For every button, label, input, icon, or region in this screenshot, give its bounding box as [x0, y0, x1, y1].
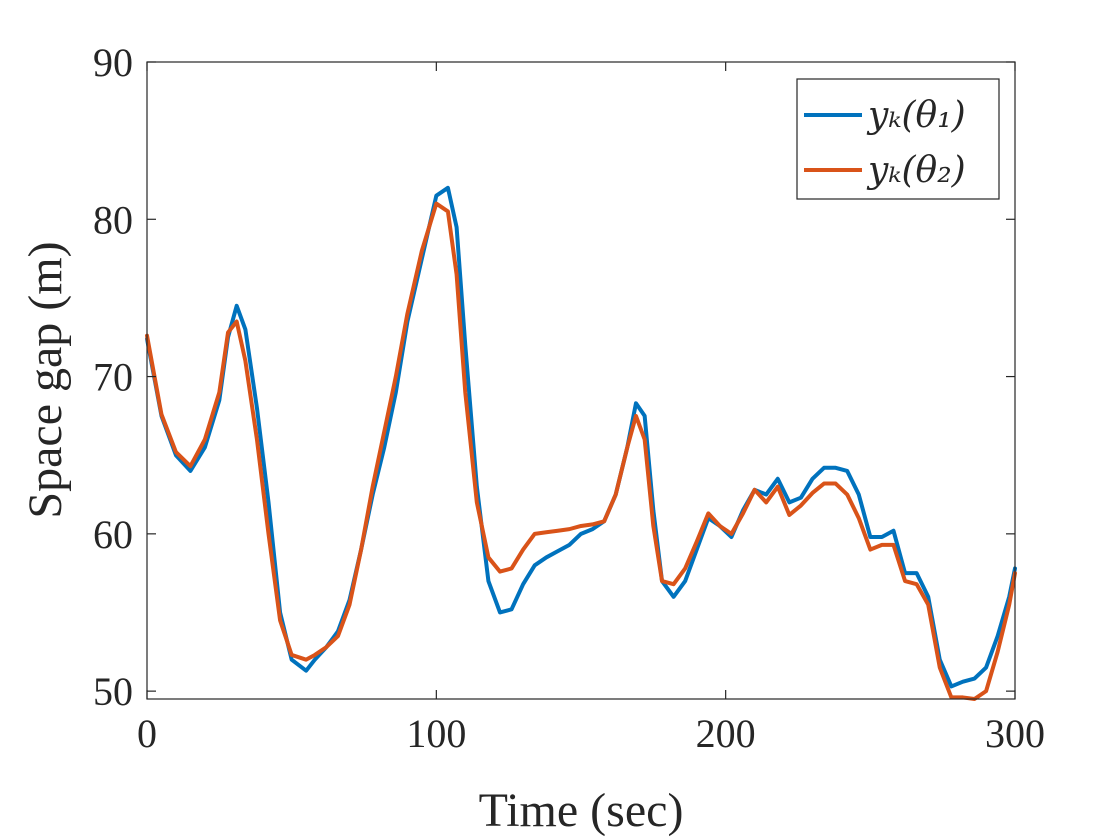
x-tick-label: 100 — [406, 711, 466, 756]
series-line-2 — [145, 201, 1017, 701]
y-tick-label: 60 — [93, 512, 133, 557]
tick-layer: 0 100 200 300 50 60 70 80 90 — [93, 40, 1045, 756]
x-tick-label: 0 — [137, 711, 157, 756]
legend-label-series-1: yₖ(θ₁) — [866, 95, 966, 136]
series-line-1 — [145, 185, 1017, 689]
x-axis-label: Time (sec) — [479, 784, 684, 837]
y-tick-label: 90 — [93, 40, 133, 85]
series-layer — [145, 185, 1017, 701]
x-tick-label: 200 — [696, 711, 756, 756]
legend-label-series-2: yₖ(θ₂) — [866, 150, 966, 191]
legend: yₖ(θ₁) yₖ(θ₂) — [796, 78, 1000, 200]
x-tick-label: 300 — [985, 711, 1045, 756]
y-tick-label: 80 — [93, 197, 133, 242]
plot-frame — [146, 61, 1016, 700]
legend-box — [796, 78, 1000, 200]
y-tick-label: 70 — [93, 355, 133, 400]
y-tick-label: 50 — [93, 669, 133, 714]
y-axis-label: Space gap (m) — [19, 241, 72, 518]
